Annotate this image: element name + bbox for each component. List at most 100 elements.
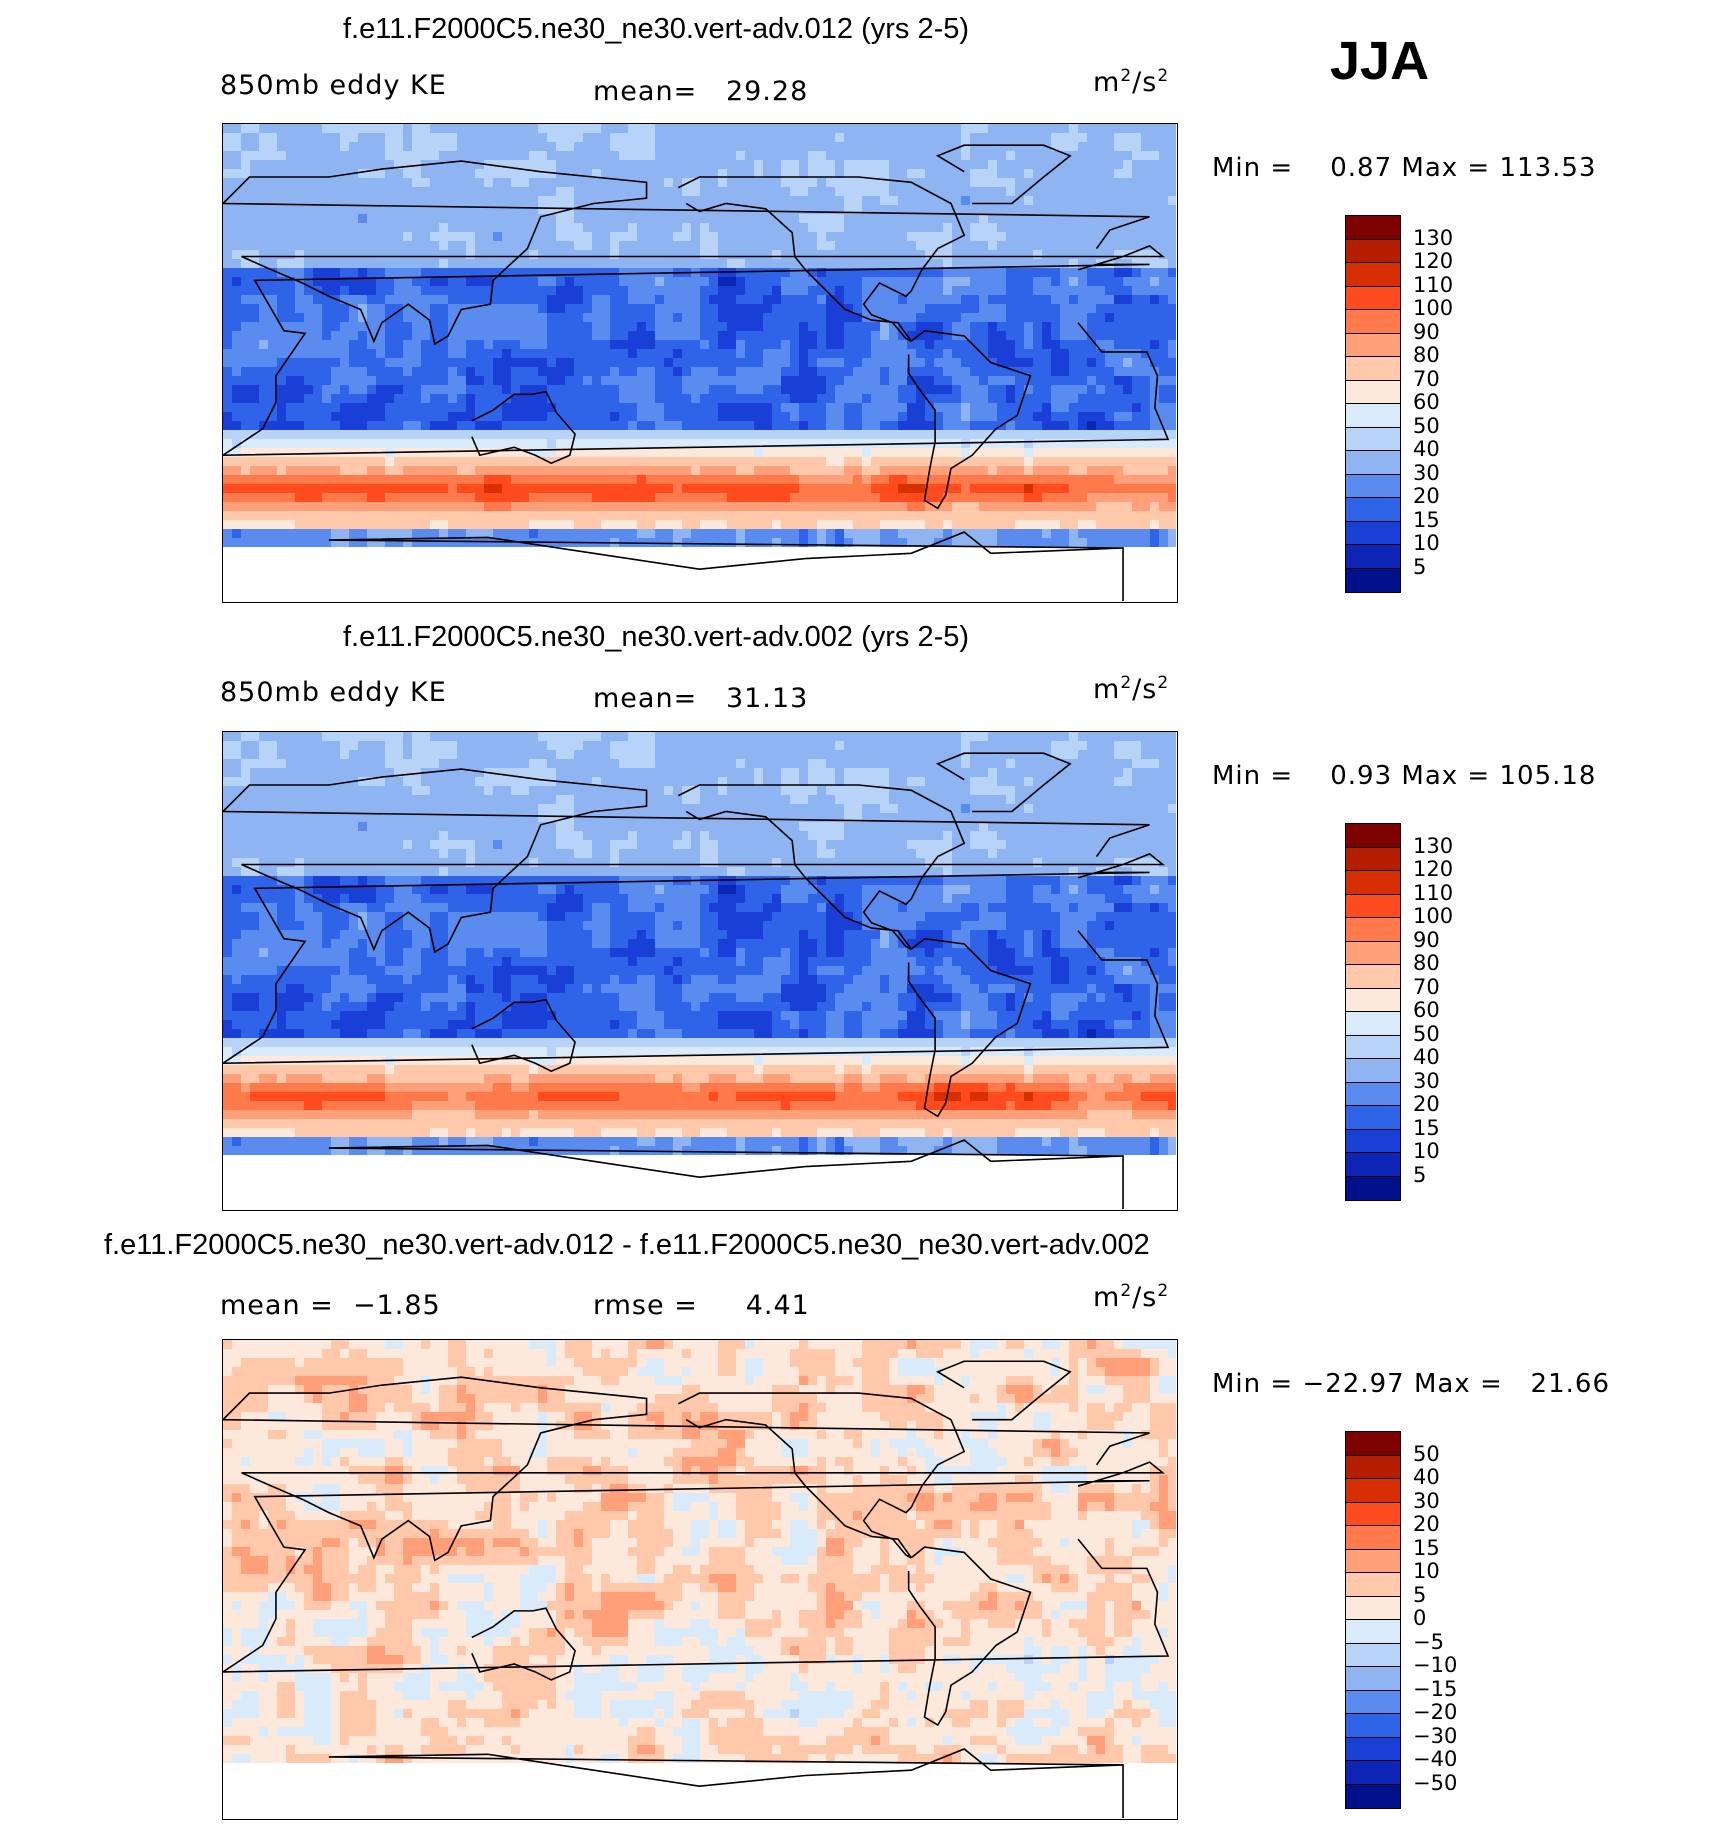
field-cell — [979, 538, 989, 548]
field-cell — [511, 520, 521, 530]
field-cell — [574, 484, 584, 494]
field-cell — [772, 484, 782, 494]
field-cell — [808, 250, 818, 260]
field-cell — [484, 457, 494, 467]
field-cell — [1033, 322, 1043, 332]
field-cell — [439, 142, 449, 152]
field-cell — [430, 502, 440, 512]
field-cell — [907, 448, 917, 458]
field-cell — [781, 502, 791, 512]
field-cell — [1042, 259, 1052, 269]
field-cell — [736, 340, 746, 350]
field-cell — [736, 520, 746, 530]
field-cell — [367, 520, 377, 530]
field-cell — [979, 223, 989, 233]
field-cell — [907, 520, 917, 530]
field-cell — [781, 286, 791, 296]
field-cell — [466, 178, 476, 188]
field-cell — [520, 133, 530, 143]
field-cell — [1114, 124, 1124, 134]
field-cell — [700, 331, 710, 341]
field-cell — [547, 322, 557, 332]
field-cell — [1168, 475, 1176, 485]
field-cell — [619, 259, 629, 269]
field-cell — [439, 502, 449, 512]
field-cell — [700, 169, 710, 179]
field-cell — [646, 286, 656, 296]
field-cell — [331, 475, 341, 485]
field-cell — [340, 196, 350, 206]
field-cell — [466, 430, 476, 440]
field-cell — [493, 439, 503, 449]
field-cell — [367, 358, 377, 368]
field-cell — [664, 142, 674, 152]
field-cell — [880, 475, 890, 485]
field-cell — [583, 367, 593, 377]
field-cell — [889, 214, 899, 224]
field-cell — [1114, 430, 1124, 440]
field-cell — [979, 277, 989, 287]
field-cell — [565, 520, 575, 530]
field-cell — [628, 502, 638, 512]
field-cell — [817, 385, 827, 395]
field-cell — [565, 331, 575, 341]
field-cell — [394, 529, 404, 539]
field-cell — [259, 196, 269, 206]
field-cell — [223, 385, 233, 395]
field-cell — [331, 484, 341, 494]
field-cell — [421, 502, 431, 512]
field-cell — [835, 313, 845, 323]
field-cell — [1105, 169, 1115, 179]
field-cell — [700, 457, 710, 467]
field-cell — [1150, 304, 1160, 314]
field-cell — [844, 313, 854, 323]
field-cell — [295, 412, 305, 422]
field-cell — [1105, 385, 1115, 395]
field-cell — [511, 322, 521, 332]
field-cell — [862, 160, 872, 170]
field-cell — [520, 439, 530, 449]
field-cell — [1015, 178, 1025, 188]
field-cell — [259, 277, 269, 287]
field-cell — [475, 250, 485, 260]
field-cell — [754, 322, 764, 332]
field-cell — [1060, 376, 1070, 386]
field-cell — [799, 529, 809, 539]
field-cell — [520, 358, 530, 368]
field-cell — [565, 349, 575, 359]
field-cell — [313, 331, 323, 341]
field-cell — [1078, 340, 1088, 350]
field-cell — [637, 394, 647, 404]
field-cell — [385, 169, 395, 179]
field-cell — [358, 475, 368, 485]
field-cell — [439, 403, 449, 413]
field-cell — [1024, 394, 1034, 404]
field-cell — [1042, 394, 1052, 404]
field-cell — [349, 430, 359, 440]
field-cell — [655, 151, 665, 161]
field-cell — [268, 349, 278, 359]
field-cell — [430, 538, 440, 548]
field-cell — [781, 430, 791, 440]
field-cell — [241, 250, 251, 260]
field-cell — [430, 457, 440, 467]
field-cell — [682, 232, 692, 242]
field-cell — [637, 286, 647, 296]
field-cell — [493, 295, 503, 305]
field-cell — [304, 448, 314, 458]
field-cell — [619, 187, 629, 197]
field-cell — [1069, 394, 1079, 404]
field-cell — [520, 160, 530, 170]
field-cell — [1123, 439, 1133, 449]
field-cell — [556, 502, 566, 512]
field-cell — [538, 160, 548, 170]
field-cell — [817, 475, 827, 485]
field-cell — [799, 178, 809, 188]
field-cell — [619, 394, 629, 404]
field-cell — [1087, 520, 1097, 530]
field-cell — [916, 475, 926, 485]
field-cell — [1051, 340, 1061, 350]
field-cell — [880, 520, 890, 530]
field-cell — [907, 484, 917, 494]
field-cell — [727, 430, 737, 440]
